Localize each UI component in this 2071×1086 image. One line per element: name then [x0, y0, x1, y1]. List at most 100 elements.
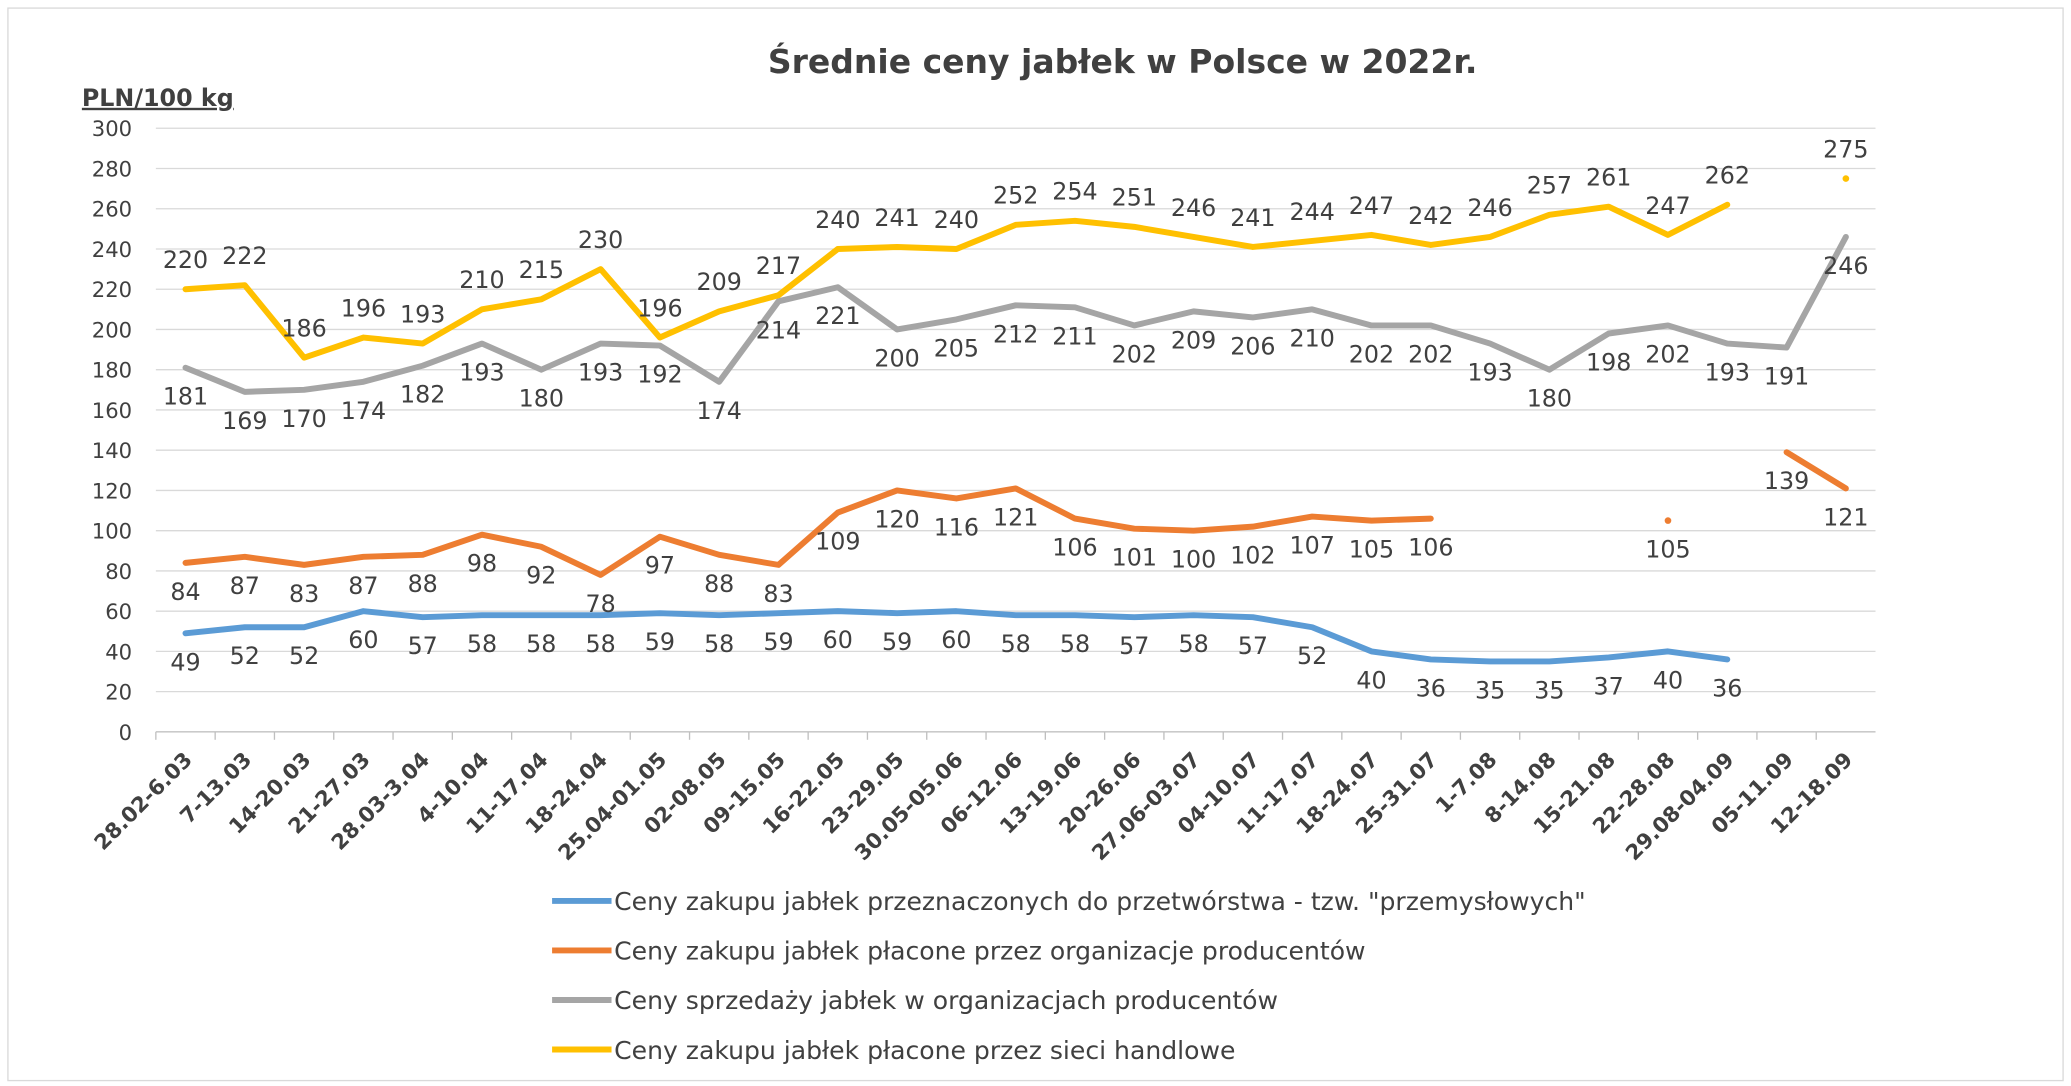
- data-label: 210: [1289, 324, 1334, 352]
- legend-label: Ceny zakupu jabłek płacone przez organiz…: [614, 937, 1365, 966]
- data-label: 60: [348, 626, 378, 654]
- data-label: 252: [993, 182, 1038, 210]
- data-label: 170: [281, 405, 326, 433]
- data-label: 174: [341, 397, 386, 425]
- data-label: 246: [1823, 252, 1868, 280]
- data-label: 217: [756, 252, 801, 280]
- data-label: 87: [230, 572, 260, 600]
- data-label: 58: [467, 630, 497, 658]
- data-label: 193: [400, 300, 445, 328]
- data-label: 58: [526, 630, 556, 658]
- data-label: 121: [993, 503, 1038, 531]
- data-label: 58: [1178, 630, 1208, 658]
- data-label: 88: [704, 570, 734, 598]
- data-label: 58: [1060, 630, 1090, 658]
- data-label: 193: [1705, 359, 1750, 387]
- data-label: 36: [1712, 674, 1742, 702]
- series-line: [182, 608, 1731, 665]
- data-label: 246: [1467, 194, 1512, 222]
- data-label: 275: [1823, 135, 1868, 163]
- y-tick-label: 220: [92, 277, 132, 302]
- y-tick-label: 80: [105, 559, 132, 584]
- data-label: 92: [526, 562, 556, 590]
- legend-label: Ceny zakupu jabłek przeznaczonych do prz…: [614, 887, 1586, 916]
- y-tick-label: 160: [92, 398, 132, 423]
- data-label: 196: [637, 294, 682, 322]
- data-label: 180: [1527, 385, 1572, 413]
- data-label: 240: [815, 206, 860, 234]
- data-label: 105: [1645, 536, 1690, 564]
- data-label: 214: [756, 316, 801, 344]
- data-label: 35: [1475, 676, 1505, 704]
- data-label: 36: [1416, 674, 1446, 702]
- data-label: 200: [874, 344, 919, 372]
- data-label: 102: [1230, 542, 1275, 570]
- data-label: 49: [170, 648, 200, 676]
- data-label: 83: [763, 580, 793, 608]
- data-label: 35: [1534, 676, 1564, 704]
- legend-label: Ceny zakupu jabłek płacone przez sieci h…: [614, 1036, 1235, 1065]
- data-label: 100: [1171, 546, 1216, 574]
- data-label: 246: [1171, 194, 1216, 222]
- point: [1842, 175, 1850, 182]
- series-line: [182, 449, 1849, 578]
- y-tick-label: 20: [105, 680, 132, 705]
- data-label: 87: [348, 572, 378, 600]
- data-label: 40: [1653, 666, 1683, 694]
- data-label: 106: [1408, 534, 1453, 562]
- data-label: 254: [1052, 178, 1097, 206]
- y-tick-label: 240: [92, 237, 132, 262]
- data-label: 78: [585, 590, 615, 618]
- y-tick-label: 260: [92, 197, 132, 222]
- data-label: 186: [281, 315, 326, 343]
- data-label: 105: [1349, 536, 1394, 564]
- data-label: 222: [222, 242, 267, 270]
- data-label: 52: [289, 642, 319, 670]
- data-label: 59: [645, 628, 675, 656]
- data-label: 101: [1112, 544, 1157, 572]
- data-label: 193: [1467, 359, 1512, 387]
- data-label: 212: [993, 320, 1038, 348]
- data-label: 221: [815, 302, 860, 330]
- data-label: 193: [578, 359, 623, 387]
- y-tick-label: 120: [92, 478, 132, 503]
- y-tick-label: 40: [105, 639, 132, 664]
- data-label: 210: [459, 266, 504, 294]
- data-label: 242: [1408, 202, 1453, 230]
- data-label: 60: [823, 626, 853, 654]
- data-label: 209: [697, 268, 742, 296]
- data-label: 247: [1349, 192, 1394, 220]
- data-label: 209: [1171, 326, 1216, 354]
- data-label: 174: [697, 397, 742, 425]
- y-tick-label: 300: [92, 116, 132, 141]
- data-label: 40: [1356, 666, 1386, 694]
- data-label: 262: [1705, 162, 1750, 190]
- data-label: 193: [459, 359, 504, 387]
- data-label: 241: [874, 204, 919, 232]
- chart-title: Średnie ceny jabłek w Polsce w 2022r.: [768, 41, 1478, 81]
- data-label: 169: [222, 407, 267, 435]
- data-label: 251: [1112, 184, 1157, 212]
- data-label: 83: [289, 580, 319, 608]
- y-tick-label: 280: [92, 156, 132, 181]
- data-label: 211: [1052, 322, 1097, 350]
- data-label: 106: [1052, 534, 1097, 562]
- data-label: 247: [1645, 192, 1690, 220]
- data-label: 57: [1238, 632, 1268, 660]
- data-label: 116: [934, 513, 979, 541]
- data-label: 196: [341, 294, 386, 322]
- y-tick-label: 0: [119, 720, 132, 745]
- data-label: 206: [1230, 332, 1275, 360]
- point: [1664, 517, 1672, 524]
- data-label: 241: [1230, 204, 1275, 232]
- data-label: 182: [400, 381, 445, 409]
- data-label: 58: [704, 630, 734, 658]
- data-label: 97: [645, 552, 675, 580]
- data-label: 180: [519, 385, 564, 413]
- data-label: 202: [1112, 340, 1157, 368]
- data-label: 202: [1645, 340, 1690, 368]
- data-label: 107: [1289, 532, 1334, 560]
- data-label: 139: [1764, 467, 1809, 495]
- data-label: 198: [1586, 348, 1631, 376]
- data-label: 37: [1594, 672, 1624, 700]
